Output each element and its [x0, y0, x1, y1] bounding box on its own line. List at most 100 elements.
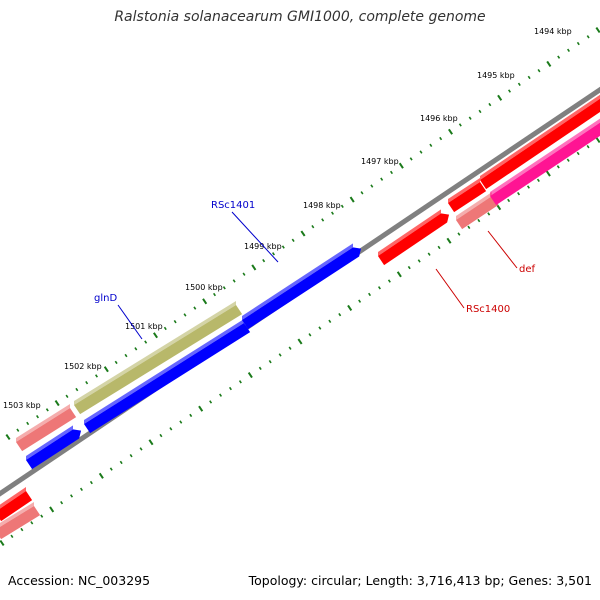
- inner-tick: [60, 501, 64, 505]
- inner-tick: [89, 480, 93, 485]
- outer-tick: [380, 177, 384, 181]
- outer-tick: [409, 157, 413, 161]
- outer-tick: [124, 353, 128, 358]
- inner-tick: [526, 185, 530, 189]
- outer-tick: [370, 184, 374, 188]
- inner-tick: [148, 439, 154, 446]
- inner-tick: [358, 299, 362, 303]
- inner-tick: [377, 286, 381, 290]
- outer-tick: [75, 387, 79, 392]
- inner-tick: [417, 259, 421, 263]
- outer-tick: [213, 292, 216, 297]
- outer-tick: [595, 26, 600, 34]
- outer-tick: [497, 94, 503, 101]
- gene-red-bottom-top: [0, 487, 26, 509]
- gene-labels: RSc1401 glnD def RSc1400: [94, 200, 536, 340]
- gene-red-bottom-face: [0, 491, 33, 522]
- outer-tick: [222, 286, 226, 290]
- gene-def-top: [490, 118, 600, 196]
- inner-tick: [576, 151, 580, 156]
- inner-tick: [427, 252, 431, 256]
- kbp-label: 1501 kbp: [125, 322, 163, 331]
- gene-glnD-face: [74, 305, 243, 415]
- outer-tick: [202, 298, 208, 305]
- outer-tick: [331, 211, 334, 215]
- inner-tick: [446, 237, 452, 244]
- gene-red-small-face: [448, 182, 487, 213]
- inner-tick: [566, 158, 570, 162]
- inner-tick: [268, 359, 272, 364]
- inner-tick: [347, 304, 353, 311]
- gene-glnD: [74, 301, 243, 415]
- gene-RSc1401-top: [242, 243, 354, 320]
- inner-tick: [437, 245, 441, 250]
- inner-tick: [586, 145, 590, 149]
- gene-pink-bottom: [0, 502, 41, 540]
- gene-blue-left: [26, 425, 82, 470]
- outer-tick: [419, 150, 423, 154]
- outer-tick: [134, 347, 138, 351]
- genome-summary-text: Topology: circular; Length: 3,716,413 bp…: [248, 573, 592, 588]
- inner-tick: [467, 225, 471, 230]
- outer-tick: [398, 162, 404, 169]
- inner-tick-marks: [0, 136, 600, 547]
- inner-tick: [70, 494, 74, 498]
- outer-tick: [114, 360, 118, 365]
- inner-tick: [159, 433, 163, 438]
- outer-tick-marks: [5, 26, 600, 441]
- outer-tick: [36, 414, 39, 419]
- outer-tick: [360, 191, 364, 195]
- outer-tick: [163, 326, 167, 331]
- outer-tick: [242, 272, 246, 276]
- inner-tick: [318, 326, 322, 330]
- outer-tick: [262, 258, 266, 263]
- outer-tick: [5, 433, 11, 441]
- inner-tick: [308, 333, 312, 337]
- kbp-labels: 1494 kbp 1495 kbp 1496 kbp 1497 kbp 1498 kbp…: [3, 27, 572, 410]
- gene-red-bottom: [0, 487, 33, 522]
- inner-tick: [247, 372, 253, 379]
- inner-tick: [119, 460, 123, 465]
- gene-pink-bottom-face: [0, 506, 41, 540]
- outer-tick: [439, 136, 443, 141]
- inner-tick: [209, 400, 213, 404]
- outer-tick: [153, 332, 158, 339]
- kbp-label: 1499 kbp: [244, 242, 282, 251]
- gene-def-pink-face: [456, 196, 499, 230]
- inner-tick: [487, 212, 491, 216]
- inner-tick: [407, 265, 411, 270]
- outer-tick: [478, 109, 482, 114]
- outer-tick: [311, 225, 315, 229]
- kbp-label: 1503 kbp: [3, 401, 41, 410]
- inner-tick: [189, 413, 193, 418]
- inner-tick: [545, 170, 551, 177]
- inner-tick: [258, 366, 262, 371]
- gene-label: glnD: [94, 293, 117, 304]
- outer-tick: [144, 340, 148, 344]
- outer-tick: [45, 408, 49, 412]
- inner-tick: [139, 447, 143, 451]
- inner-tick: [179, 420, 183, 424]
- outer-tick: [349, 196, 355, 203]
- gene-RSc1400-top: [378, 209, 442, 256]
- inner-tick: [457, 232, 461, 236]
- outer-tick: [468, 116, 472, 120]
- gene-label: def: [519, 264, 536, 275]
- gene-red-long-top: [480, 94, 600, 180]
- kbp-label: 1502 kbp: [64, 362, 102, 371]
- inner-tick: [297, 338, 303, 345]
- inner-tick: [98, 472, 104, 479]
- gene-label: RSc1400: [466, 304, 510, 315]
- outer-tick: [26, 421, 30, 426]
- outer-tick: [576, 41, 580, 46]
- gene-RSc1401: [242, 243, 362, 330]
- inner-tick: [595, 136, 600, 144]
- inner-tick: [517, 192, 521, 196]
- outer-tick: [557, 55, 561, 59]
- outer-tick: [193, 306, 197, 310]
- gene-RSc1400: [378, 209, 450, 266]
- outer-tick: [537, 69, 541, 73]
- gene-pink-left: [16, 404, 77, 452]
- inner-tick: [228, 386, 232, 391]
- map-title: Ralstonia solanacearum GMI1000, complete…: [114, 9, 486, 25]
